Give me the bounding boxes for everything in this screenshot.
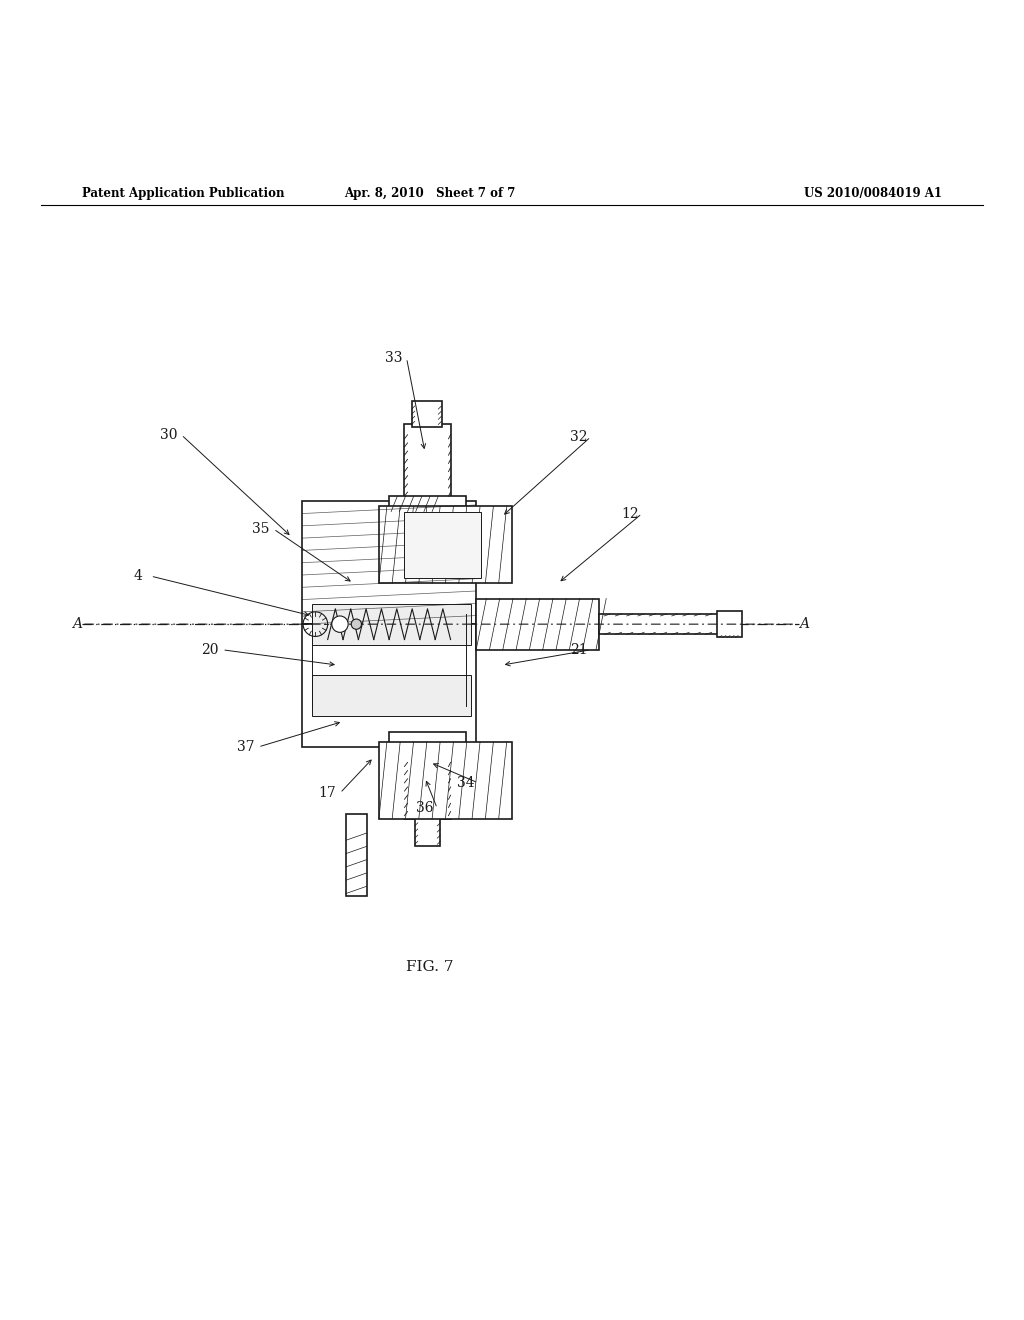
Text: 36: 36 — [416, 801, 434, 816]
Bar — [302, 624, 476, 747]
Bar — [312, 676, 471, 717]
Bar — [302, 502, 476, 624]
Text: 30: 30 — [160, 428, 178, 442]
Bar — [717, 611, 742, 638]
Bar — [404, 425, 451, 502]
Bar — [312, 603, 471, 644]
Bar — [404, 512, 481, 578]
Text: A: A — [72, 618, 82, 631]
Text: US 2010/0084019 A1: US 2010/0084019 A1 — [804, 186, 942, 199]
Bar — [476, 598, 599, 649]
Text: A: A — [799, 618, 809, 631]
Bar — [415, 817, 440, 846]
Text: 32: 32 — [569, 430, 588, 444]
Circle shape — [351, 619, 361, 630]
Text: 35: 35 — [252, 521, 270, 536]
Text: FIG. 7: FIG. 7 — [407, 960, 454, 974]
Bar — [389, 496, 466, 512]
Bar — [389, 731, 466, 747]
Text: Apr. 8, 2010   Sheet 7 of 7: Apr. 8, 2010 Sheet 7 of 7 — [344, 186, 516, 199]
Bar — [346, 813, 367, 895]
Bar — [379, 742, 512, 818]
Text: Patent Application Publication: Patent Application Publication — [82, 186, 285, 199]
Bar — [412, 401, 442, 426]
Text: 37: 37 — [237, 741, 255, 754]
Circle shape — [332, 616, 348, 632]
Text: 33: 33 — [385, 351, 403, 364]
Text: 4: 4 — [134, 569, 142, 583]
Text: 21: 21 — [569, 643, 588, 657]
Bar — [599, 614, 722, 635]
Text: 20: 20 — [201, 643, 219, 657]
Bar — [379, 507, 512, 583]
Text: 12: 12 — [621, 507, 639, 520]
Bar — [404, 742, 451, 818]
Text: 17: 17 — [318, 787, 337, 800]
Text: 34: 34 — [457, 776, 475, 789]
